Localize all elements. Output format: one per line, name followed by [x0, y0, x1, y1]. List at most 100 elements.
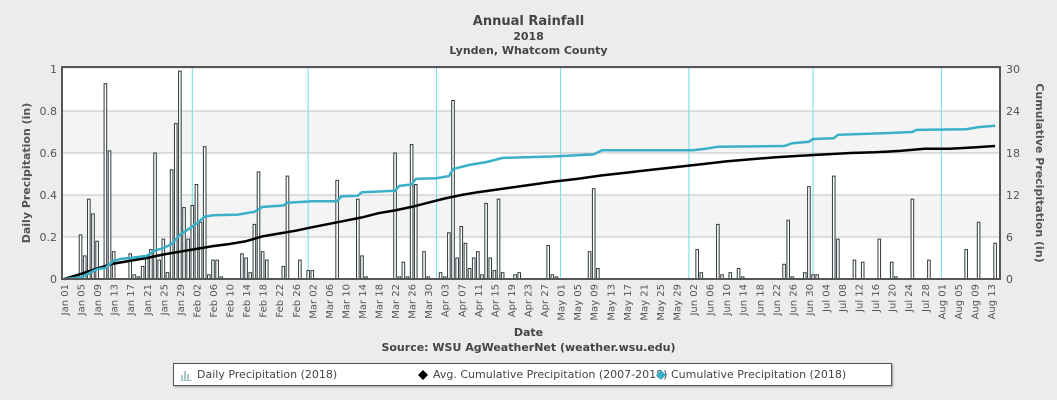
x-tick-label: Jul 16 [871, 284, 882, 313]
legend-item-cumulative-2018[interactable]: Cumulative Precipitation (2018) [656, 368, 846, 381]
daily-bar [695, 249, 699, 280]
daily-bar [182, 207, 186, 280]
daily-bar [484, 202, 488, 280]
x-tick-label: Apr 07 [457, 284, 468, 317]
x-tick-label: Jul 08 [838, 284, 849, 313]
x-tick-label: Jan 09 [93, 284, 104, 316]
daily-bar [335, 179, 339, 280]
daily-bar [95, 240, 99, 280]
y2-tick-label: 0 [1006, 273, 1013, 286]
x-tick-label: Jun 30 [805, 284, 816, 317]
daily-bar [910, 198, 915, 280]
legend-label-avg-cumulative: Avg. Cumulative Precipitation (2007-2018… [433, 368, 668, 381]
daily-bar [401, 261, 406, 280]
daily-bar [786, 219, 791, 280]
x-tick-label: Jul 12 [855, 284, 866, 313]
daily-bar [198, 221, 203, 280]
chart-subtitle-year: 2018 [513, 30, 544, 43]
x-tick-label: Mar 30 [424, 284, 435, 319]
x-tick-label: Feb 02 [192, 284, 203, 318]
legend-label-cumulative-2018: Cumulative Precipitation (2018) [671, 368, 847, 381]
x-tick-label: Feb 14 [242, 284, 253, 318]
x-tick-label: Mar 02 [308, 284, 319, 319]
y2-tick-label: 12 [1006, 189, 1020, 202]
chart-subtitle-location: Lynden, Whatcom County [449, 44, 608, 57]
daily-bar [496, 198, 501, 280]
x-axis-ticks: Jan 01 Jan 05 Jan 09 Jan 13 Jan 17 Jan 21 Jan … [60, 284, 998, 321]
daily-bar [447, 232, 451, 280]
x-tick-label: Jan 13 [110, 284, 121, 316]
daily-bar [736, 268, 741, 280]
daily-bar [860, 261, 865, 280]
daily-bar [877, 238, 882, 280]
daily-bar [356, 198, 360, 280]
x-tick-label: Aug 13 [987, 284, 998, 319]
daily-bar [298, 259, 302, 280]
x-tick-label: Mar 14 [358, 284, 369, 319]
y2-axis-label: Cumulative Precipitation (in) [1033, 83, 1046, 262]
x-tick-label: Mar 26 [408, 284, 419, 319]
x-tick-label: Jan 21 [143, 284, 154, 316]
x-tick-label: Jul 20 [888, 284, 899, 313]
daily-bar [144, 257, 149, 280]
chart-title: Annual Rainfall [472, 14, 585, 29]
x-tick-label: Feb 22 [275, 284, 286, 318]
x-tick-label: Jul 28 [921, 284, 932, 313]
x-tick-label: Jul 24 [904, 284, 915, 313]
plot-band [62, 195, 1000, 237]
daily-bar [190, 205, 195, 280]
x-tick-label: Aug 09 [970, 284, 981, 319]
daily-bar [178, 70, 182, 280]
legend-item-avg-cumulative[interactable]: Avg. Cumulative Precipitation (2007-2018… [418, 368, 667, 381]
daily-bar [927, 259, 931, 280]
x-tick-label: Jan 29 [176, 284, 187, 316]
x-axis-label: Date [513, 326, 544, 339]
x-tick-label: Jan 25 [159, 284, 170, 316]
x-tick-label: Jan 17 [126, 284, 137, 316]
daily-bar [807, 186, 811, 280]
daily-bar [281, 265, 286, 280]
daily-bar [87, 198, 91, 280]
daily-bar [260, 251, 265, 280]
daily-bar [451, 100, 455, 280]
daily-bar [591, 188, 596, 280]
plot-band [62, 237, 1000, 279]
x-tick-label: Apr 23 [524, 284, 535, 317]
x-tick-label: May 09 [590, 284, 601, 321]
x-tick-label: Apr 27 [540, 284, 551, 317]
daily-bar [831, 175, 836, 280]
cumulative-2018-line[interactable] [63, 124, 996, 281]
daily-bar [964, 249, 968, 280]
x-tick-label: Jun 06 [706, 284, 717, 317]
x-tick-label: Apr 15 [490, 284, 501, 317]
y2-tick-label: 30 [1006, 63, 1020, 76]
daily-bar [306, 270, 310, 280]
daily-bar [463, 242, 468, 280]
x-tick-label: May 05 [573, 284, 584, 321]
x-tick-label: Mar 22 [391, 284, 402, 319]
y-tick-label: 0.4 [40, 189, 58, 202]
daily-bar [194, 184, 199, 280]
avg-cumulative-line[interactable] [63, 144, 996, 281]
x-tick-label: Feb 10 [226, 284, 237, 318]
legend: Daily Precipitation (2018) Avg. Cumulati… [173, 363, 892, 386]
daily-bar [459, 226, 464, 280]
legend-item-daily[interactable]: Daily Precipitation (2018) [180, 368, 337, 381]
source-note: Source: WSU AgWeatherNet (weather.wsu.ed… [381, 341, 676, 354]
daily-bar [173, 123, 178, 280]
daily-bar [360, 255, 364, 280]
y-tick-label: 0 [50, 273, 57, 286]
y2-tick-label: 6 [1006, 231, 1013, 244]
x-tick-label: Feb 18 [259, 284, 270, 318]
x-tick-label: May 25 [656, 284, 667, 321]
plot-band [62, 153, 1000, 195]
x-tick-label: Aug 05 [954, 284, 965, 319]
daily-bar [836, 238, 840, 280]
x-tick-label: Jul 04 [821, 284, 832, 313]
diamond-icon [656, 369, 666, 380]
daily-bar [596, 268, 600, 280]
daily-bar [413, 184, 418, 280]
daily-bar [393, 152, 397, 280]
daily-bar [716, 223, 720, 280]
